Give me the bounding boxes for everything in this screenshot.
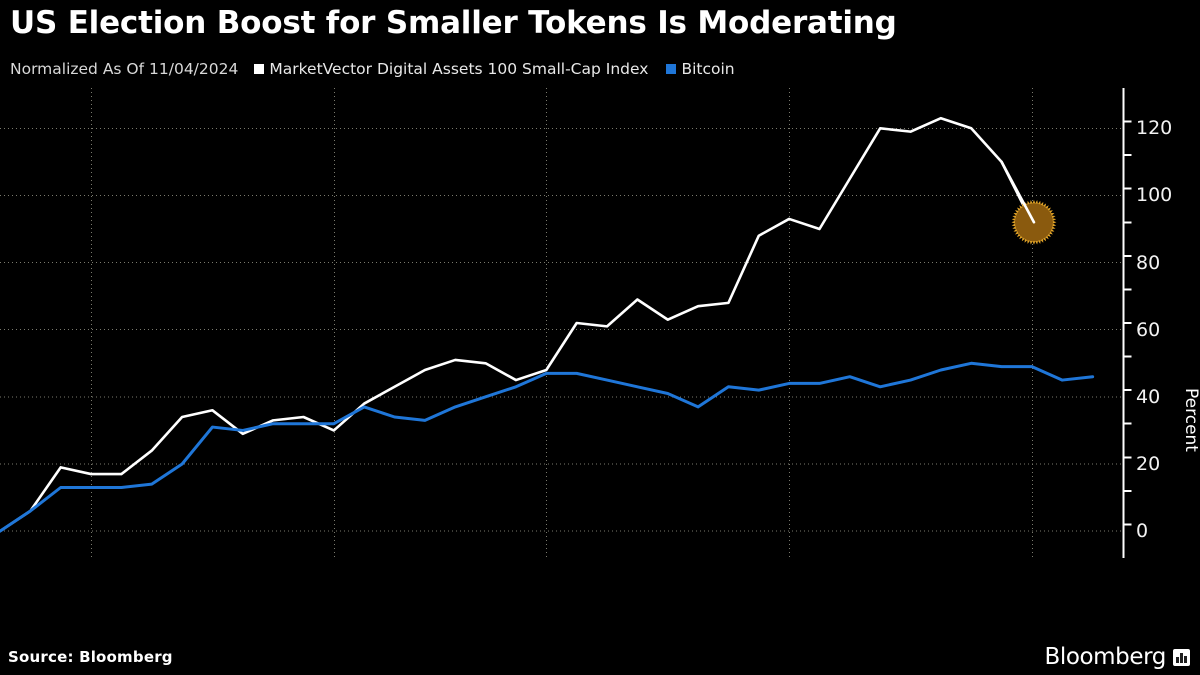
- axis-lines: [1122, 88, 1132, 558]
- chart-legend: Normalized As Of 11/04/2024 MarketVector…: [10, 58, 753, 80]
- legend-swatch-smallcap: [254, 64, 265, 74]
- legend-label-smallcap: MarketVector Digital Assets 100 Small-Ca…: [269, 60, 649, 78]
- legend-item-smallcap[interactable]: MarketVector Digital Assets 100 Small-Ca…: [254, 60, 648, 78]
- brand-wordmark: Bloomberg: [1044, 644, 1166, 670]
- source-credit: Source: Bloomberg: [8, 648, 173, 666]
- legend-label-bitcoin: Bitcoin: [681, 60, 735, 78]
- gridlines: [0, 88, 1123, 558]
- legend-swatch-bitcoin: [666, 64, 677, 74]
- page-title: US Election Boost for Smaller Tokens Is …: [10, 5, 897, 41]
- y-tick-label: 60: [1136, 318, 1161, 341]
- legend-item-bitcoin[interactable]: Bitcoin: [666, 60, 735, 78]
- series-layer: [0, 116, 1095, 533]
- bloomberg-brand: Bloomberg: [1044, 644, 1190, 670]
- bar-chart-icon: [1173, 648, 1190, 666]
- y-tick-label: 40: [1136, 385, 1161, 408]
- y-tick-label: 0: [1136, 520, 1149, 543]
- y-tick-label: 20: [1136, 453, 1161, 475]
- y-tick-label: 80: [1136, 251, 1161, 274]
- y-axis-title: Percent: [1181, 388, 1200, 452]
- y-tick-label: 120: [1136, 117, 1173, 140]
- chart-canvas: [0, 88, 1132, 558]
- endpoint-marker: [1000, 160, 1057, 245]
- y-tick-label: 100: [1136, 184, 1173, 207]
- normalization-note: Normalized As Of 11/04/2024: [10, 60, 239, 78]
